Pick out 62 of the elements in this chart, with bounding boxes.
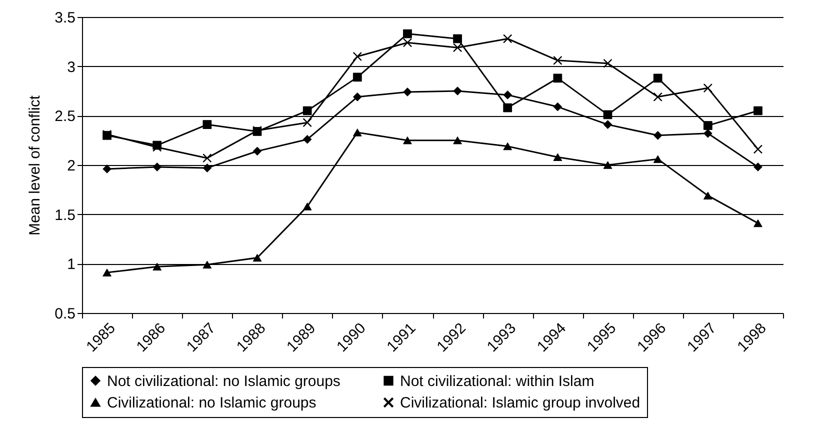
point: [703, 192, 712, 200]
point: [102, 164, 112, 174]
point: [302, 134, 312, 144]
point: [352, 128, 362, 136]
point: [503, 34, 512, 44]
point: [503, 90, 512, 100]
y-axis-title: Mean level of conflict: [26, 94, 44, 236]
point: [302, 202, 312, 210]
point: [553, 56, 562, 65]
legend-label: Civilizational: Islamic group involved: [400, 394, 640, 412]
point: [653, 92, 662, 102]
point: [453, 34, 462, 44]
point: [603, 120, 612, 129]
point: [302, 106, 312, 116]
point: [202, 260, 212, 269]
point: [252, 146, 262, 156]
point: [202, 120, 212, 129]
legend-label: Not civilizational: no Islamic groups: [107, 372, 340, 390]
point: [403, 136, 412, 144]
point: [653, 74, 662, 83]
point: [202, 154, 212, 163]
point: [403, 88, 412, 96]
point: [603, 110, 612, 120]
point: [352, 92, 362, 102]
point: [152, 162, 162, 172]
point: [102, 268, 112, 276]
point: [453, 86, 462, 96]
point: [553, 74, 562, 83]
point: [754, 219, 762, 228]
y-tick-label: 3.5: [54, 10, 76, 26]
point: [503, 142, 512, 150]
point: [703, 128, 712, 138]
point: [152, 262, 162, 270]
point: [553, 102, 562, 112]
y-tick-label: 3: [67, 58, 76, 76]
y-tick-label: 2.5: [54, 108, 76, 126]
point: [603, 161, 612, 169]
point: [603, 58, 612, 68]
point: [703, 121, 712, 130]
point: [302, 118, 312, 128]
point: [453, 136, 462, 144]
point: [754, 106, 762, 116]
y-tick-label: 1.5: [54, 206, 76, 224]
point: [703, 84, 712, 92]
point: [403, 38, 412, 48]
point: [403, 29, 412, 38]
legend-label: Not civilizational: within Islam: [400, 372, 594, 390]
y-tick-label: 1: [67, 256, 76, 274]
point: [754, 144, 762, 154]
point: [352, 72, 362, 82]
y-tick-label: 0.5: [54, 306, 76, 322]
point: [352, 52, 362, 61]
point: [453, 43, 462, 52]
y-tick-label: 2: [67, 158, 76, 174]
point: [553, 153, 562, 161]
point: [653, 155, 662, 163]
point: [252, 254, 262, 262]
point: [754, 162, 762, 172]
point: [653, 130, 662, 140]
point: [202, 164, 212, 172]
point: [503, 103, 512, 112]
legend-label: Civilizational: no Islamic groups: [107, 394, 316, 412]
